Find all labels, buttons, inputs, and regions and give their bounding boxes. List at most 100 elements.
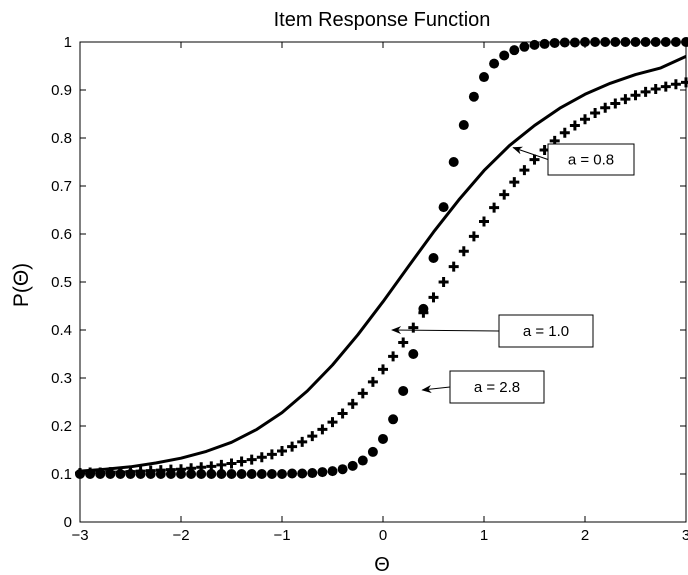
x-tick-label: 0 [379, 527, 387, 544]
data-point-plus [600, 102, 611, 113]
data-point-plus [509, 177, 520, 188]
x-tick-label: −1 [273, 527, 290, 544]
data-point-dot [125, 469, 136, 479]
data-point-plus [479, 216, 489, 227]
data-point-dot [620, 37, 631, 47]
data-point-dot [246, 469, 257, 479]
data-point-dot [95, 469, 106, 479]
data-point-plus [681, 77, 688, 88]
chart-title: Item Response Function [274, 9, 491, 31]
x-tick-label: 1 [480, 527, 488, 544]
annotation-box [547, 143, 635, 176]
annotation-arrow [512, 146, 549, 160]
data-point-dot [176, 469, 186, 479]
data-point-dot [165, 469, 176, 479]
data-point-plus [246, 454, 257, 465]
data-point-plus [640, 86, 651, 97]
annotation-label: a = 2.8 [474, 379, 520, 396]
data-point-plus [357, 388, 368, 399]
series-a-0-8 [79, 55, 687, 473]
data-point-plus [287, 441, 298, 452]
data-point-dot [408, 349, 419, 359]
y-tick-label: 0.3 [51, 370, 72, 387]
data-point-dot [489, 58, 500, 69]
data-point-plus [590, 108, 601, 119]
data-point-dot [590, 37, 601, 47]
data-point-dot [458, 120, 469, 131]
x-tick-label: −3 [71, 527, 88, 544]
plot-area: −3 −2 −1 0 1 2 3 0 0.1 0.2 0.3 0.4 0.5 0.6 0.7 0.8 0.9 1 a… [51, 34, 688, 544]
data-point-dot [650, 37, 661, 47]
data-point-plus [489, 202, 500, 213]
annotation-a-1-0: a = 1.0 [391, 314, 594, 348]
data-point-dot [418, 303, 429, 314]
data-point-plus [216, 459, 227, 470]
data-point-plus [236, 456, 247, 467]
data-point-dot [398, 385, 409, 396]
data-point-dot [357, 455, 368, 466]
y-tick-label: 1 [64, 34, 72, 51]
y-tick-label: 0.2 [51, 418, 72, 435]
data-point-dot [115, 469, 126, 479]
data-point-plus [499, 189, 510, 200]
data-point-plus [327, 417, 338, 428]
data-point-dot [388, 414, 399, 425]
data-point-plus [650, 84, 661, 95]
y-tick-label: 0.8 [51, 130, 72, 147]
series-a-2-8 [75, 37, 688, 479]
data-point-plus [559, 127, 570, 138]
data-point-plus [438, 277, 449, 287]
data-point-dot [216, 469, 227, 479]
data-point-dot [670, 37, 681, 47]
data-point-plus [529, 154, 540, 165]
annotation-label: a = 1.0 [523, 323, 569, 340]
y-tick-label: 0.5 [51, 274, 72, 291]
data-point-dot [85, 469, 96, 479]
data-point-dot [277, 469, 287, 479]
y-tick-label: 0 [64, 514, 72, 531]
data-point-plus [408, 322, 419, 333]
y-tick-label: 0.6 [51, 226, 72, 243]
x-axis-label: Θ [374, 554, 390, 575]
annotation-arrow [391, 326, 500, 335]
data-point-dot [539, 38, 550, 49]
data-point-dot [569, 37, 580, 48]
data-point-dot [630, 37, 641, 47]
data-point-dot [660, 37, 671, 47]
y-tick-label: 0.1 [51, 466, 72, 483]
data-point-dot [600, 37, 611, 47]
data-point-dot [105, 469, 116, 479]
data-point-plus [610, 98, 621, 109]
data-point-dot [327, 466, 338, 477]
y-tick-label: 0.7 [51, 178, 72, 195]
data-point-dot [367, 446, 378, 457]
y-tick-label: 0.4 [51, 322, 72, 339]
y-axis-label: P(Θ) [10, 263, 33, 307]
y-tick-label: 0.9 [51, 82, 72, 99]
data-point-plus [448, 261, 459, 272]
data-point-dot [145, 469, 156, 479]
data-point-plus [337, 408, 348, 419]
x-tick-label: 3 [682, 527, 688, 544]
data-point-plus [307, 431, 318, 442]
data-point-dot [448, 157, 459, 167]
data-point-dot [509, 45, 520, 56]
data-point-dot [236, 469, 247, 479]
data-point-plus [277, 445, 287, 456]
data-point-dot [559, 37, 570, 48]
data-point-dot [155, 469, 166, 479]
data-point-dot [549, 37, 560, 48]
data-point-plus [347, 398, 358, 409]
data-point-dot [266, 469, 277, 479]
data-point-plus [630, 90, 641, 101]
data-point-dot [468, 91, 479, 102]
annotation-label: a = 0.8 [568, 152, 614, 169]
data-point-dot [378, 433, 388, 444]
data-point-plus [367, 376, 378, 387]
data-point-dot [347, 460, 358, 471]
data-point-dot [438, 202, 449, 213]
data-point-dot [287, 468, 298, 479]
data-point-dot [317, 467, 328, 478]
annotation-box [449, 370, 545, 404]
